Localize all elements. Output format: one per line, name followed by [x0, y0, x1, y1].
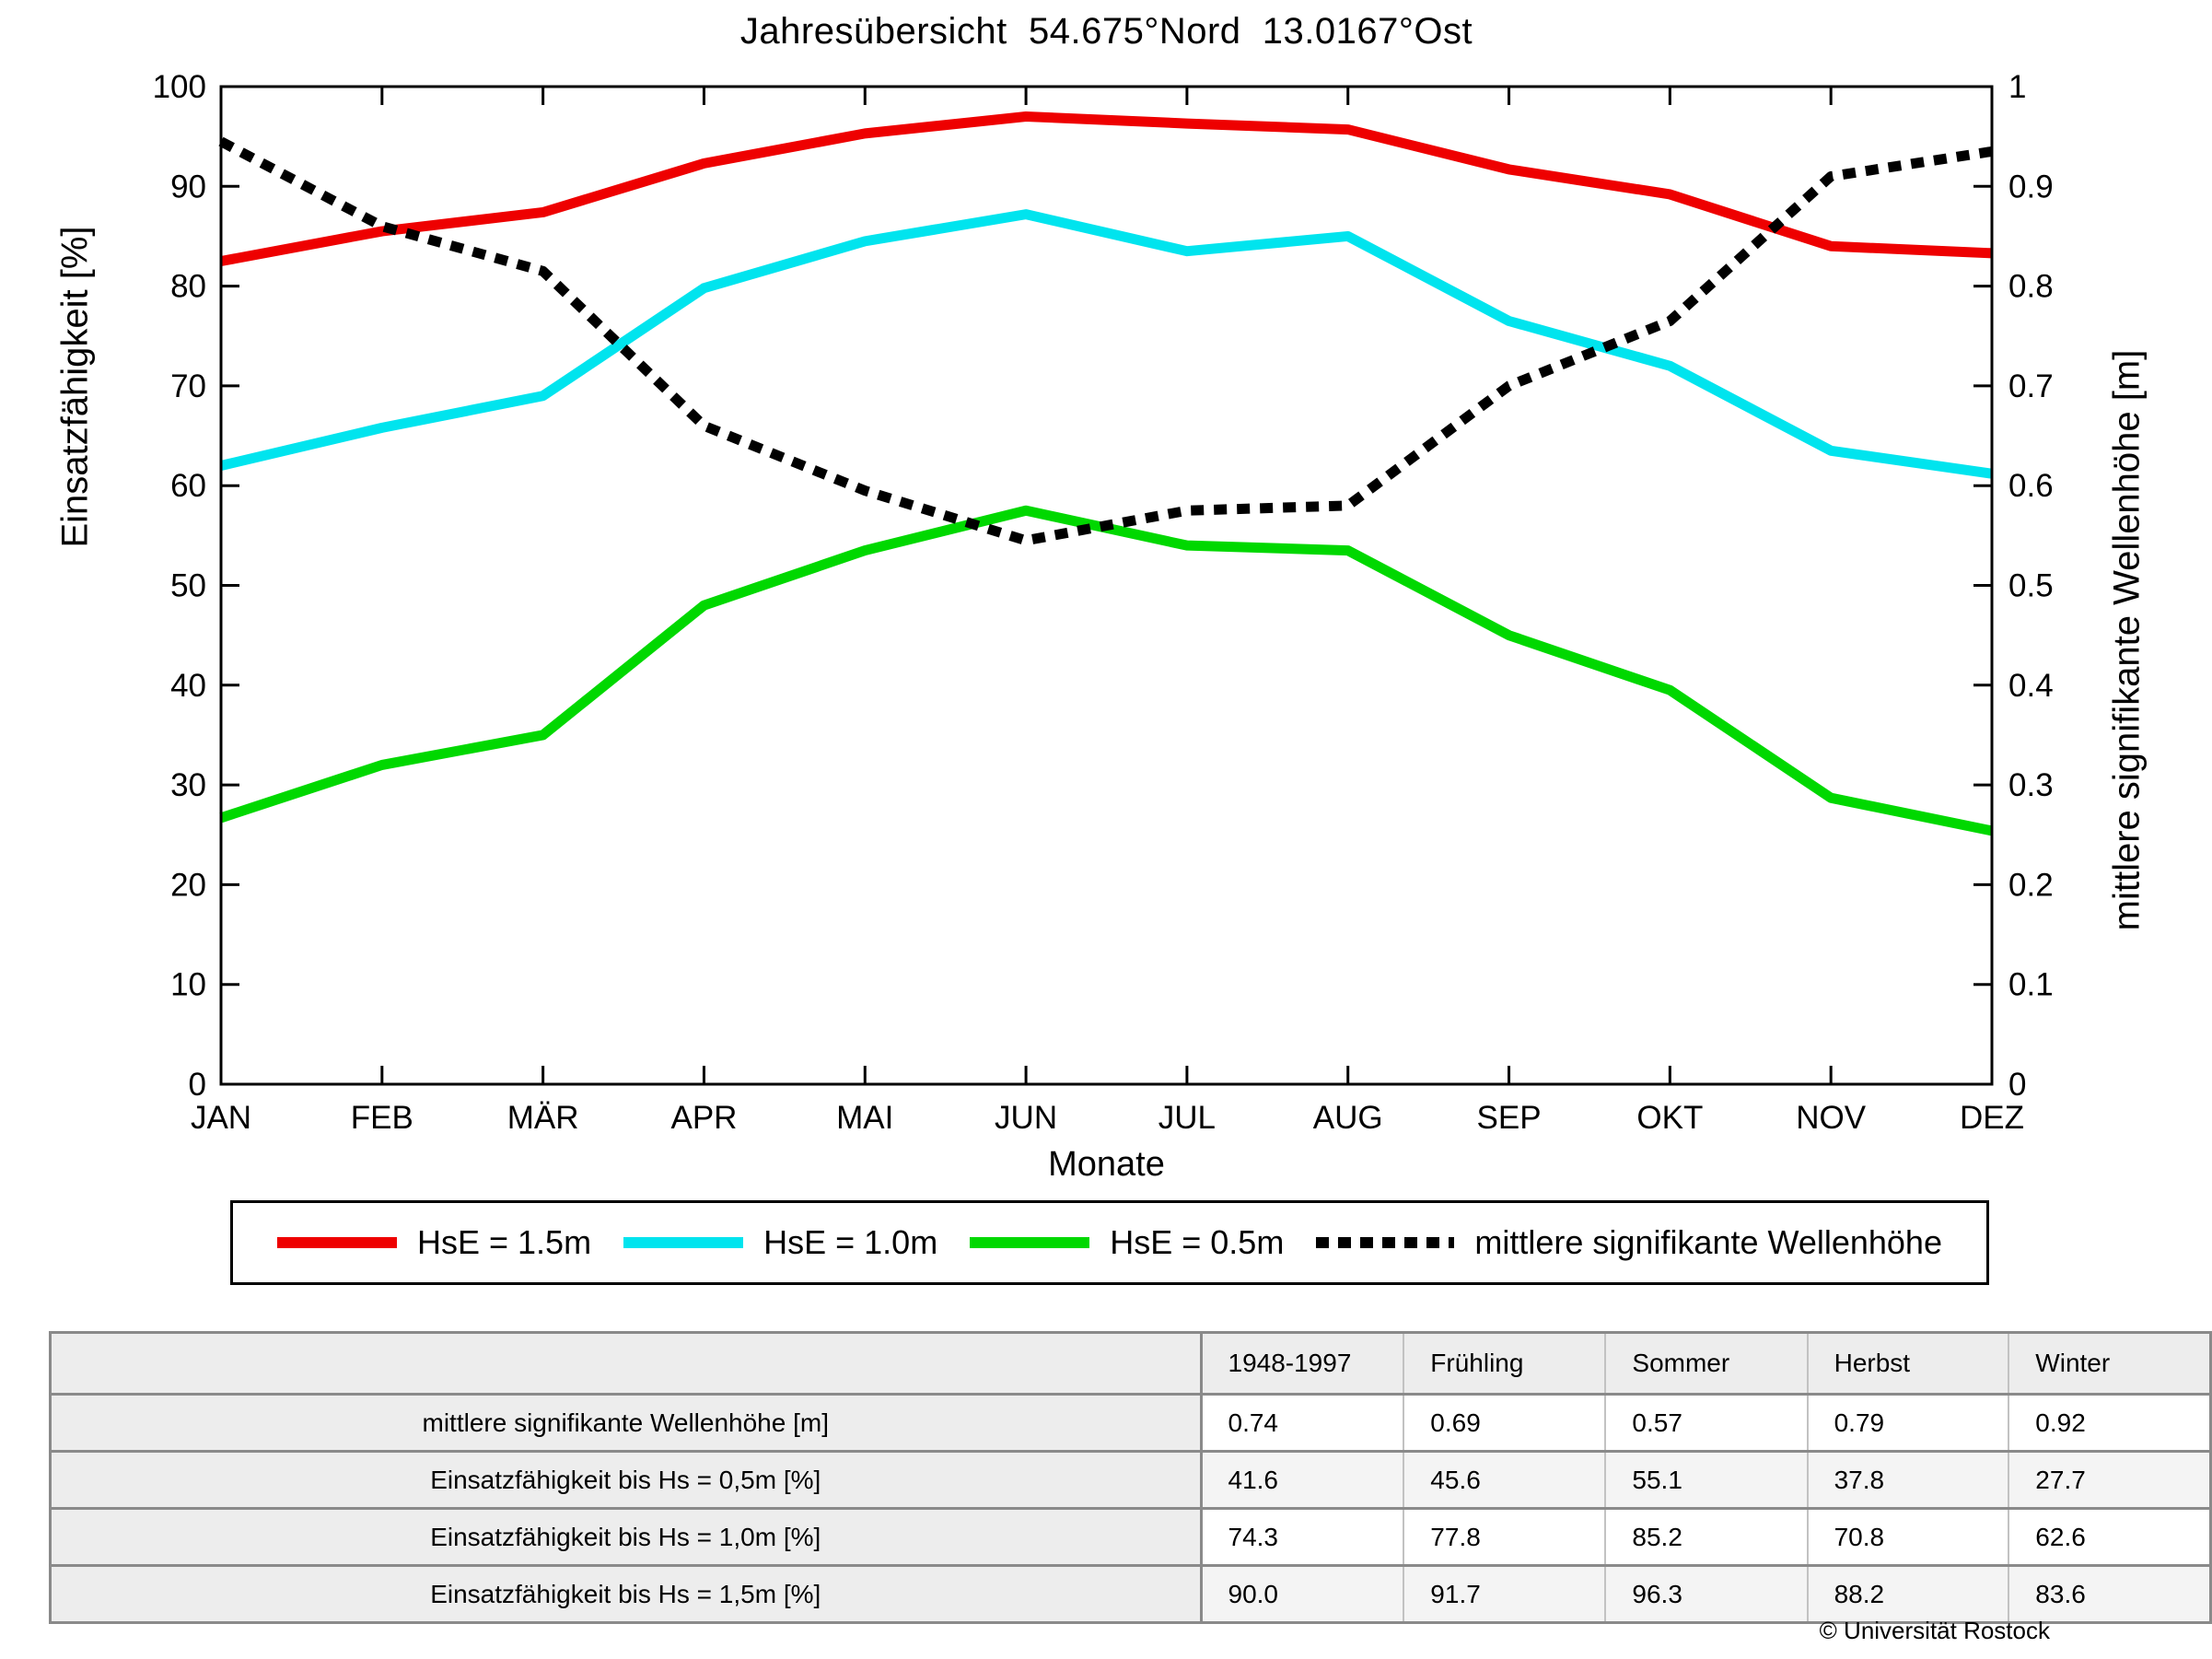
legend-item-hse-1-0m: HsE = 1.0m: [623, 1223, 937, 1262]
x-axis-tick-label: FEB: [351, 1100, 413, 1136]
table-cell: 70.8: [1806, 1508, 2009, 1566]
table-cell: 88.2: [1806, 1565, 2009, 1623]
chart-title: Jahresübersicht 54.675°Nord 13.0167°Ost: [739, 11, 1473, 52]
left-axis-tick-label: 100: [153, 69, 206, 105]
table-cell: 90.0: [1199, 1565, 1404, 1623]
series-line-hse-1-0m: [219, 209, 1993, 479]
legend: HsE = 1.5m HsE = 1.0m HsE = 0.5m mittler…: [230, 1200, 1989, 1285]
left-axis-label: Einsatzfähigkeit [%]: [54, 226, 96, 548]
table-cell: 0.74: [1199, 1394, 1404, 1452]
right-axis-tick-label: 0.3: [2008, 767, 2054, 803]
column-header: Winter: [2008, 1332, 2211, 1395]
left-axis-tick-label: 80: [170, 269, 206, 305]
right-axis-tick-label: 0.9: [2008, 169, 2054, 204]
legend-line-sample-green: [970, 1237, 1090, 1248]
table-header-row: 1948-1997 Frühling Sommer Herbst Winter: [50, 1332, 2211, 1395]
table-cell: 77.8: [1403, 1508, 1606, 1566]
x-axis-tick-label: APR: [670, 1100, 737, 1136]
table-cell: 45.6: [1403, 1451, 1606, 1509]
legend-item-hse-0-5m: HsE = 0.5m: [970, 1223, 1284, 1262]
row-label: Einsatzfähigkeit bis Hs = 1,5m [%]: [50, 1565, 1203, 1623]
table-cell: 0.69: [1403, 1394, 1606, 1452]
right-axis-tick-label: 0.5: [2008, 568, 2054, 604]
left-axis-tick-label: 20: [170, 867, 206, 903]
table-row: Einsatzfähigkeit bis Hs = 1,5m [%] 90.0 …: [50, 1565, 2211, 1623]
row-label: Einsatzfähigkeit bis Hs = 0,5m [%]: [50, 1451, 1203, 1509]
table-cell: 0.57: [1604, 1394, 1808, 1452]
plot-area: 0 10 20 30 40 50 60 70 80 90 100 0 0.1 0.2 0.3 0.4 0.5 0.…: [153, 69, 2054, 1136]
legend-line-sample-red: [277, 1237, 397, 1248]
x-axis-tick-label: OKT: [1636, 1100, 1703, 1136]
right-axis-tick-label: 0.1: [2008, 967, 2054, 1003]
row-label: Einsatzfähigkeit bis Hs = 1,0m [%]: [50, 1508, 1203, 1566]
table-cell: 0.79: [1806, 1394, 2009, 1452]
copyright-note: © Universität Rostock: [1819, 1617, 2050, 1644]
legend-label: HsE = 1.0m: [763, 1223, 938, 1261]
table-cell: 96.3: [1604, 1565, 1808, 1623]
left-axis-tick-label: 30: [170, 767, 206, 803]
right-axis-tick-label: 0.8: [2008, 269, 2054, 305]
table-cell: 83.6: [2008, 1565, 2211, 1623]
right-axis-tick-label: 0.6: [2008, 468, 2054, 504]
table-row: mittlere signifikante Wellenhöhe [m] 0.7…: [50, 1394, 2211, 1452]
table-cell: 55.1: [1604, 1451, 1808, 1509]
x-axis-tick-label: MÄR: [507, 1100, 579, 1136]
right-axis-tick-label: 0.2: [2008, 867, 2054, 903]
table-cell: 91.7: [1403, 1565, 1606, 1623]
x-axis-label: Monate: [1048, 1145, 1165, 1184]
table-row: Einsatzfähigkeit bis Hs = 1,0m [%] 74.3 …: [50, 1508, 2211, 1566]
left-axis-tick-label: 90: [170, 169, 206, 204]
legend-label: mittlere signifikante Wellenhöhe: [1474, 1223, 1942, 1261]
right-axis-tick-label: 0.4: [2008, 668, 2054, 704]
x-axis-tick-label: AUG: [1313, 1100, 1383, 1136]
left-axis-tick-label: 10: [170, 967, 206, 1003]
legend-item-wellenhoehe: mittlere signifikante Wellenhöhe: [1316, 1223, 1942, 1262]
legend-line-sample-cyan: [623, 1237, 744, 1248]
column-header: Sommer: [1604, 1332, 1808, 1395]
x-axis-tick-label: DEZ: [1960, 1100, 2024, 1136]
x-axis-tick-label: JUN: [995, 1100, 1057, 1136]
table-cell: 37.8: [1806, 1451, 2009, 1509]
series-line-hse-1-5m: [219, 111, 1993, 266]
legend-label: HsE = 0.5m: [1110, 1223, 1285, 1261]
column-header: Herbst: [1806, 1332, 2009, 1395]
table-cell: 0.92: [2008, 1394, 2211, 1452]
right-axis-tick-label: 0.7: [2008, 368, 2054, 404]
table-cell: 62.6: [2008, 1508, 2211, 1566]
column-header: Frühling: [1403, 1332, 1606, 1395]
season-statistics-table: 1948-1997 Frühling Sommer Herbst Winter …: [49, 1331, 2212, 1624]
left-axis-tick-label: 70: [170, 368, 206, 404]
right-axis-label: mittlere signifikante Wellenhöhe [m]: [2106, 349, 2148, 931]
table-row: Einsatzfähigkeit bis Hs = 0,5m [%] 41.6 …: [50, 1451, 2211, 1509]
legend-label: HsE = 1.5m: [417, 1223, 592, 1261]
series-line-hse-0-5m: [219, 505, 1994, 836]
series-line-mittlere-signifikante-wellenh-he: [218, 136, 1993, 546]
table-cell: 85.2: [1604, 1508, 1808, 1566]
table-cell: 74.3: [1199, 1508, 1404, 1566]
right-axis-tick-label: 0: [2008, 1067, 2026, 1103]
column-header: 1948-1997: [1199, 1332, 1404, 1395]
x-axis-tick-label: MAI: [836, 1100, 893, 1136]
table-cell: 27.7: [2008, 1451, 2211, 1509]
x-axis-tick-label: SEP: [1477, 1100, 1542, 1136]
right-axis-tick-label: 1: [2008, 69, 2026, 105]
legend-line-sample-dotted: [1316, 1237, 1455, 1248]
row-label: mittlere signifikante Wellenhöhe [m]: [50, 1394, 1203, 1452]
left-axis-tick-label: 50: [170, 568, 206, 604]
x-axis-tick-label: JAN: [191, 1100, 251, 1136]
legend-item-hse-1-5m: HsE = 1.5m: [277, 1223, 591, 1262]
left-axis-tick-label: 0: [189, 1067, 206, 1103]
left-axis-tick-label: 40: [170, 668, 206, 704]
plot-box: [219, 85, 1994, 1086]
table-corner-cell: [50, 1332, 1203, 1395]
left-axis-tick-label: 60: [170, 468, 206, 504]
x-axis-tick-label: NOV: [1796, 1100, 1867, 1136]
table-cell: 41.6: [1199, 1451, 1404, 1509]
x-axis-tick-label: JUL: [1158, 1100, 1216, 1136]
